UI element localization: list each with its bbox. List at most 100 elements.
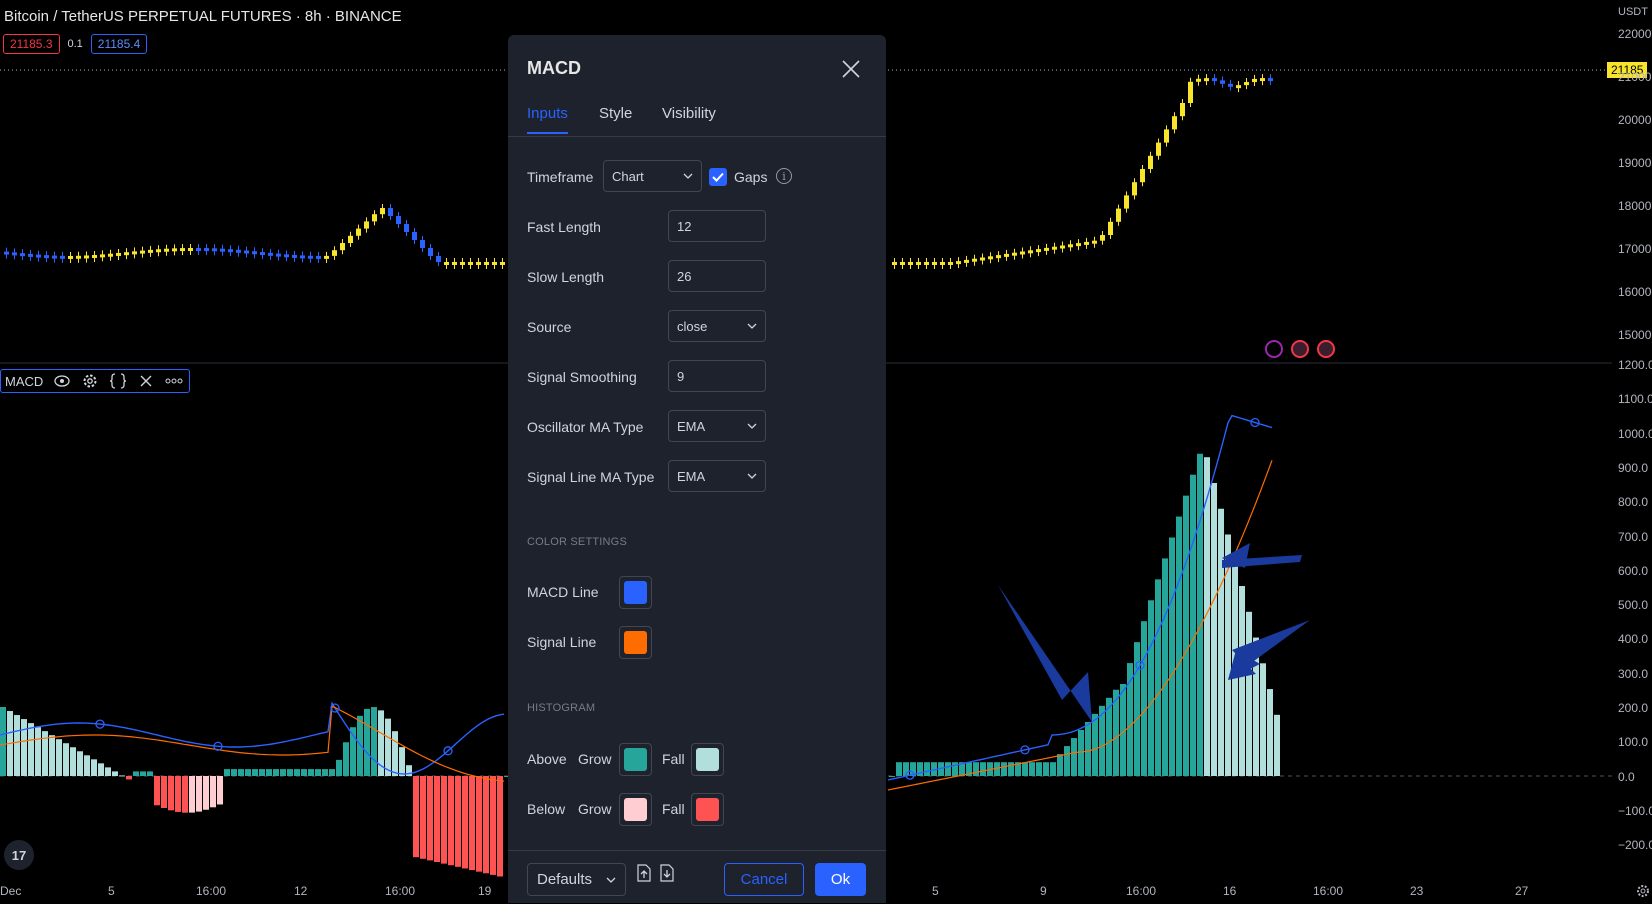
source-select[interactable]: close [668, 310, 766, 342]
histogram-bar [210, 776, 216, 808]
above-grow-color-swatch[interactable] [619, 743, 652, 776]
indicator-axis-label: 900.0 [1618, 460, 1649, 475]
histogram-bar [966, 762, 972, 776]
histogram-bar [1225, 534, 1231, 776]
histogram-bar [378, 710, 384, 776]
histogram-bar [1176, 516, 1182, 776]
slow-length-input[interactable] [668, 260, 766, 292]
us-flag-icon[interactable] [1291, 340, 1309, 358]
indicator-axis-label: 1200.0 [1618, 358, 1652, 372]
tab-visibility[interactable]: Visibility [662, 105, 716, 122]
above-fall-color-swatch[interactable] [691, 743, 724, 776]
close-icon[interactable] [137, 372, 155, 390]
candle-body [1252, 78, 1257, 83]
crossover-marker [95, 719, 105, 729]
time-axis-label: 16:00 [1313, 884, 1344, 898]
histogram-bar [1218, 508, 1224, 776]
histogram-bar [203, 776, 209, 810]
ok-button[interactable]: Ok [815, 863, 866, 896]
candle-body [1028, 250, 1033, 254]
slow-length-label: Slow Length [527, 269, 605, 285]
histogram-bar [994, 762, 1000, 776]
close-icon[interactable] [840, 58, 862, 80]
gaps-checkbox[interactable] [709, 168, 727, 186]
histogram-bar [91, 759, 97, 776]
tradingview-logo[interactable]: 17 [4, 840, 34, 870]
chevron-down-icon [747, 323, 757, 329]
histogram-bar [49, 735, 55, 776]
histogram-bar [266, 769, 272, 776]
histogram-bar [84, 755, 90, 776]
candle-body [1196, 78, 1201, 82]
below-fall-color [696, 798, 719, 821]
settings-icon[interactable] [1636, 884, 1650, 903]
symbol-title[interactable]: Bitcoin / TetherUS PERPETUAL FUTURES · 8… [4, 8, 402, 25]
us-flag-icon[interactable] [1317, 340, 1335, 358]
histogram-bar [357, 715, 363, 776]
chevron-down-icon [683, 173, 693, 179]
price-axis-label: 15000 [1618, 328, 1652, 342]
more-icon[interactable] [165, 372, 183, 390]
cancel-button[interactable]: Cancel [724, 863, 804, 896]
buy-price-button[interactable]: 21185.4 [90, 34, 148, 54]
defaults-dropdown[interactable]: Defaults [527, 863, 626, 896]
tab-inputs[interactable]: Inputs [527, 105, 568, 134]
info-icon[interactable]: i [776, 168, 792, 184]
histogram-bar [490, 776, 496, 875]
histogram-bar [938, 762, 944, 776]
oscillator-ma-type-label: Oscillator MA Type [527, 419, 644, 435]
macd-legend[interactable]: MACD [0, 369, 191, 393]
histogram-bar [245, 769, 251, 776]
histogram-bar [420, 776, 426, 859]
gear-icon[interactable] [81, 372, 99, 390]
currency-label[interactable]: USDT [1618, 6, 1648, 18]
candle-body [900, 262, 905, 265]
histogram-bar [476, 776, 482, 872]
indicator-axis-label: 500.0 [1618, 598, 1649, 613]
histogram-bar [231, 769, 237, 776]
braces-icon[interactable] [109, 372, 127, 390]
load-template-icon[interactable] [659, 864, 675, 882]
macd-line-color-swatch[interactable] [619, 576, 652, 609]
below-fall-color-swatch[interactable] [691, 793, 724, 826]
candle-body [460, 262, 465, 265]
histogram-bar [1078, 730, 1084, 776]
signal-smoothing-input[interactable] [668, 360, 766, 392]
tab-style[interactable]: Style [599, 105, 633, 122]
histogram-bar [238, 769, 244, 776]
color-settings-heading: COLOR SETTINGS [527, 536, 627, 548]
save-template-icon[interactable] [636, 864, 652, 882]
histogram-bar [903, 762, 909, 776]
eye-icon[interactable] [53, 372, 71, 390]
signal-line-color-swatch[interactable] [619, 626, 652, 659]
candle-body [172, 248, 177, 252]
histogram-bar [896, 762, 902, 776]
lightning-icon[interactable] [1265, 340, 1283, 358]
indicator-axis-label: −200.0 [1618, 838, 1652, 853]
histogram-bar [343, 742, 349, 776]
crossover-marker [1250, 417, 1260, 428]
defaults-label: Defaults [537, 871, 593, 888]
candle-body [476, 262, 481, 265]
oscillator-ma-type-select[interactable]: EMA [668, 410, 766, 442]
candle-body [452, 262, 457, 265]
fast-length-input[interactable] [668, 210, 766, 242]
timeframe-select[interactable]: Chart [603, 160, 702, 192]
histogram-bar [329, 769, 335, 776]
candle-body [36, 254, 41, 258]
histogram-bar [294, 769, 300, 776]
histogram-bar [140, 771, 146, 776]
macd-legend-name[interactable]: MACD [5, 373, 44, 389]
sell-price-button[interactable]: 21185.3 [3, 34, 60, 54]
histogram-bar [1204, 457, 1210, 776]
signal-smoothing-label: Signal Smoothing [527, 369, 637, 385]
histogram-bar [1253, 637, 1259, 776]
signal-ma-type-select[interactable]: EMA [668, 460, 766, 492]
gaps-label[interactable]: Gaps [734, 169, 768, 185]
chevron-down-icon [606, 877, 616, 883]
below-grow-color-swatch[interactable] [619, 793, 652, 826]
indicator-axis-label: 1000.0 [1618, 426, 1652, 441]
histogram-bar [959, 762, 965, 776]
histogram-bar [1015, 762, 1021, 776]
